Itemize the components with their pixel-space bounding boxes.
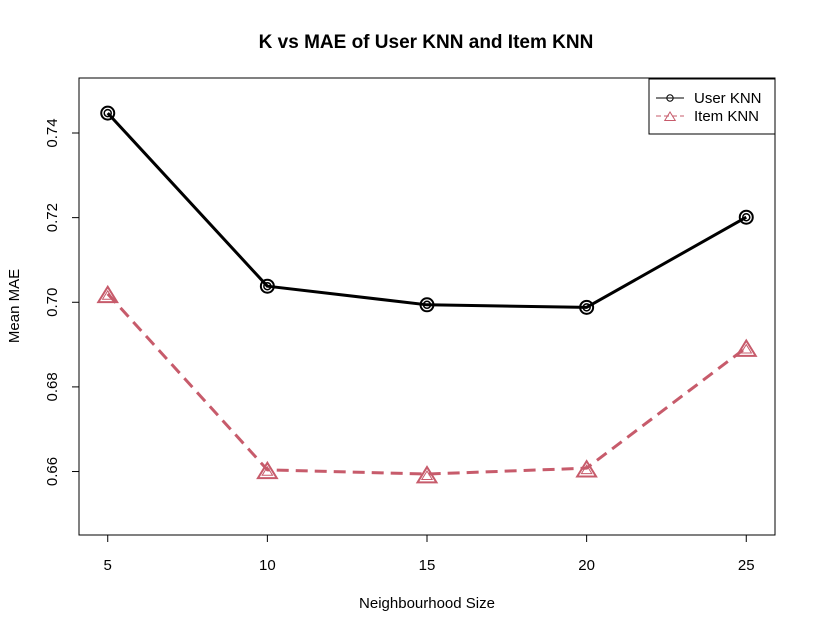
series-line xyxy=(106,112,748,309)
legend-marker xyxy=(666,94,674,102)
data-point xyxy=(415,465,439,484)
marker-triangle xyxy=(256,460,279,480)
data-point xyxy=(419,297,435,313)
series-line xyxy=(106,292,748,476)
marker-ring xyxy=(666,94,674,102)
x-tick-label: 15 xyxy=(419,557,436,574)
marker-triangle-inner xyxy=(101,289,114,300)
data-point xyxy=(738,209,754,225)
data-point xyxy=(259,278,275,294)
x-axis-label: Neighbourhood Size xyxy=(359,595,495,612)
marker-triangle-inner xyxy=(420,470,434,481)
data-point xyxy=(96,284,119,304)
marker-triangle xyxy=(575,459,598,478)
series-layer xyxy=(96,105,758,484)
chart-title: K vs MAE of User KNN and Item KNN xyxy=(259,32,594,53)
marker-inner-ring xyxy=(582,303,591,312)
x-tick-label: 10 xyxy=(259,557,276,574)
legend-marker xyxy=(663,111,677,121)
legend-label: Item KNN xyxy=(694,108,759,125)
marker-outer-ring xyxy=(579,299,595,315)
marker-inner-ring xyxy=(742,212,751,222)
x-tick-label: 5 xyxy=(104,557,112,574)
marker-inner-ring xyxy=(263,281,272,291)
marker-outer-ring xyxy=(100,105,116,121)
marker-triangle xyxy=(735,338,758,357)
series-item-knn xyxy=(96,284,758,484)
data-point xyxy=(575,459,598,478)
data-point xyxy=(256,460,279,480)
y-tick-label: 0.68 xyxy=(44,372,61,401)
marker-triangle xyxy=(96,284,119,304)
marker-inner-ring xyxy=(422,300,432,310)
legend-box xyxy=(648,78,776,135)
marker-outer-ring xyxy=(259,278,275,294)
data-point xyxy=(579,299,595,315)
data-point xyxy=(100,105,116,121)
marker-inner-ring xyxy=(103,108,112,118)
series-user-knn xyxy=(100,105,754,315)
y-tick-label: 0.72 xyxy=(44,203,61,232)
data-point xyxy=(735,338,758,357)
legend-item-user-knn: User KNN xyxy=(656,90,762,107)
y-tick-label: 0.70 xyxy=(44,288,61,317)
marker-triangle xyxy=(415,465,439,484)
y-tick-label: 0.66 xyxy=(44,457,61,486)
y-tick-label: 0.74 xyxy=(44,118,61,147)
marker-outer-ring xyxy=(419,297,435,313)
legend-label: User KNN xyxy=(694,90,762,107)
legend-item-item-knn: Item KNN xyxy=(656,108,759,125)
x-tick-label: 25 xyxy=(738,557,755,574)
marker-outer-ring xyxy=(738,209,754,225)
y-axis-label: Mean MAE xyxy=(6,269,23,343)
x-tick-label: 20 xyxy=(578,557,595,574)
y-axis: 0.66 0.68 0.70 0.72 0.74 xyxy=(44,118,80,486)
marker-triangle xyxy=(663,111,677,121)
x-axis: 5 10 15 20 25 xyxy=(104,534,755,574)
marker-triangle-inner xyxy=(580,464,593,475)
marker-triangle-inner xyxy=(261,465,274,476)
marker-triangle-inner xyxy=(740,343,753,354)
